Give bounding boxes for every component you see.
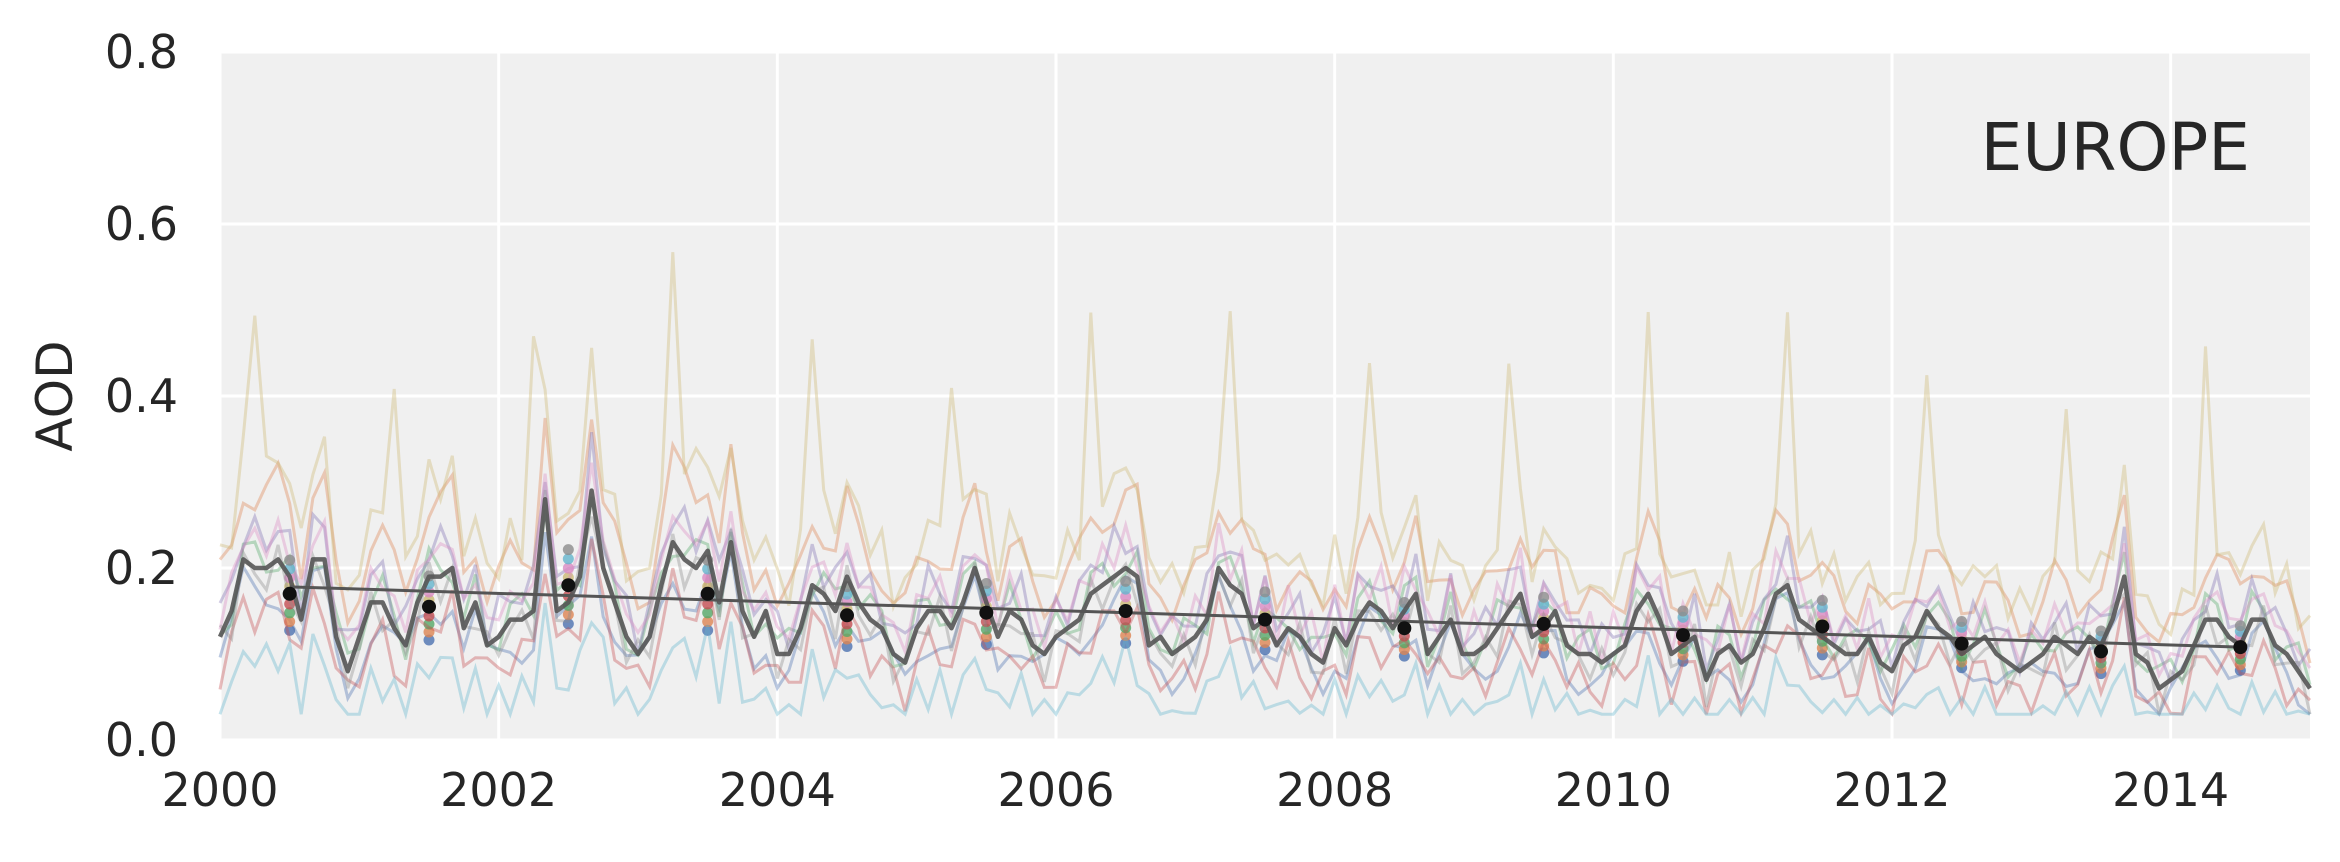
annual-mean-point [1676,628,1690,643]
x-tick-label: 2000 [161,763,278,817]
product-annual-point [562,553,574,565]
y-axis-label: AOD [26,340,84,451]
x-tick-label: 2010 [1555,763,1672,817]
product-annual-point [980,577,992,589]
y-tick-label: 0.2 [105,541,178,595]
product-annual-point [423,634,435,646]
annual-mean-point [1954,636,1969,651]
product-annual-point [2234,620,2246,632]
tick-labels-group: 2000 2002 2004 2006 2008 2010 2012 2014 0.0 0.2 0.… [105,25,2229,817]
product-annual-point [284,616,296,628]
y-tick-label: 0.8 [105,25,178,79]
product-annual-point [702,607,714,619]
product-annual-point [562,562,574,574]
product-annual-point [1120,637,1132,649]
product-annual-point [980,639,992,651]
annual-mean-point [561,578,576,593]
annual-mean-point [1815,619,1830,634]
product-annual-point [1677,605,1689,617]
product-annual-point [702,572,714,584]
annual-mean-point [1118,604,1133,618]
y-tick-label: 0.4 [105,369,178,423]
ensemble-mean-group [217,488,2312,691]
product-annual-point [1259,586,1271,598]
product-annual-point [284,624,296,636]
product-annual-point [1120,630,1132,642]
annual-mean-point [1536,616,1551,631]
annual-mean-point [979,605,994,620]
product-annual-point [423,618,435,630]
product-annual-point [1120,591,1132,603]
product-annual-point [1120,575,1132,587]
annual-mean-point [700,586,715,601]
x-tick-label: 2006 [997,763,1114,817]
product-annual-point [2095,625,2107,637]
x-tick-label: 2012 [1833,763,1950,817]
region-label: EUROPE [1981,109,2250,186]
product-annual-point [702,624,714,636]
product-annual-point [562,609,574,621]
y-tick-label: 0.0 [105,713,178,767]
annual-mean-point [1258,612,1272,627]
grid-lines [218,50,2310,742]
annual-mean-point [2094,644,2108,659]
product-annual-point [423,610,435,622]
product-annual-point [702,616,714,628]
product-series-line [218,417,2312,664]
product-annual-point [284,598,296,610]
annual-mean-point [840,608,854,623]
product-annual-point [284,554,296,566]
product-series-line [218,538,2312,718]
product-annual-point [562,618,574,630]
x-tick-label: 2014 [2112,763,2229,817]
product-annual-point [980,631,992,643]
annual-mean-point [422,599,436,614]
y-tick-label: 0.6 [105,197,178,251]
product-annual-point [1120,622,1132,634]
annual-mean-point [2233,640,2248,655]
x-tick-label: 2004 [719,763,836,817]
product-annual-point [980,623,992,635]
x-tick-label: 2008 [1276,763,1393,817]
x-tick-label: 2002 [440,763,557,817]
product-annual-point [423,626,435,638]
product-annual-point [1956,616,1968,628]
product-annual-point [1538,591,1550,603]
product-series-line [218,602,2311,720]
product-annual-point [1816,594,1828,606]
product-series-line [219,252,2312,638]
annual-mean-point [1397,621,1412,636]
product-annual-point [1120,583,1132,595]
annual-mean-point [282,586,297,601]
product-annual-point [284,607,296,619]
product-annual-point [562,544,574,556]
